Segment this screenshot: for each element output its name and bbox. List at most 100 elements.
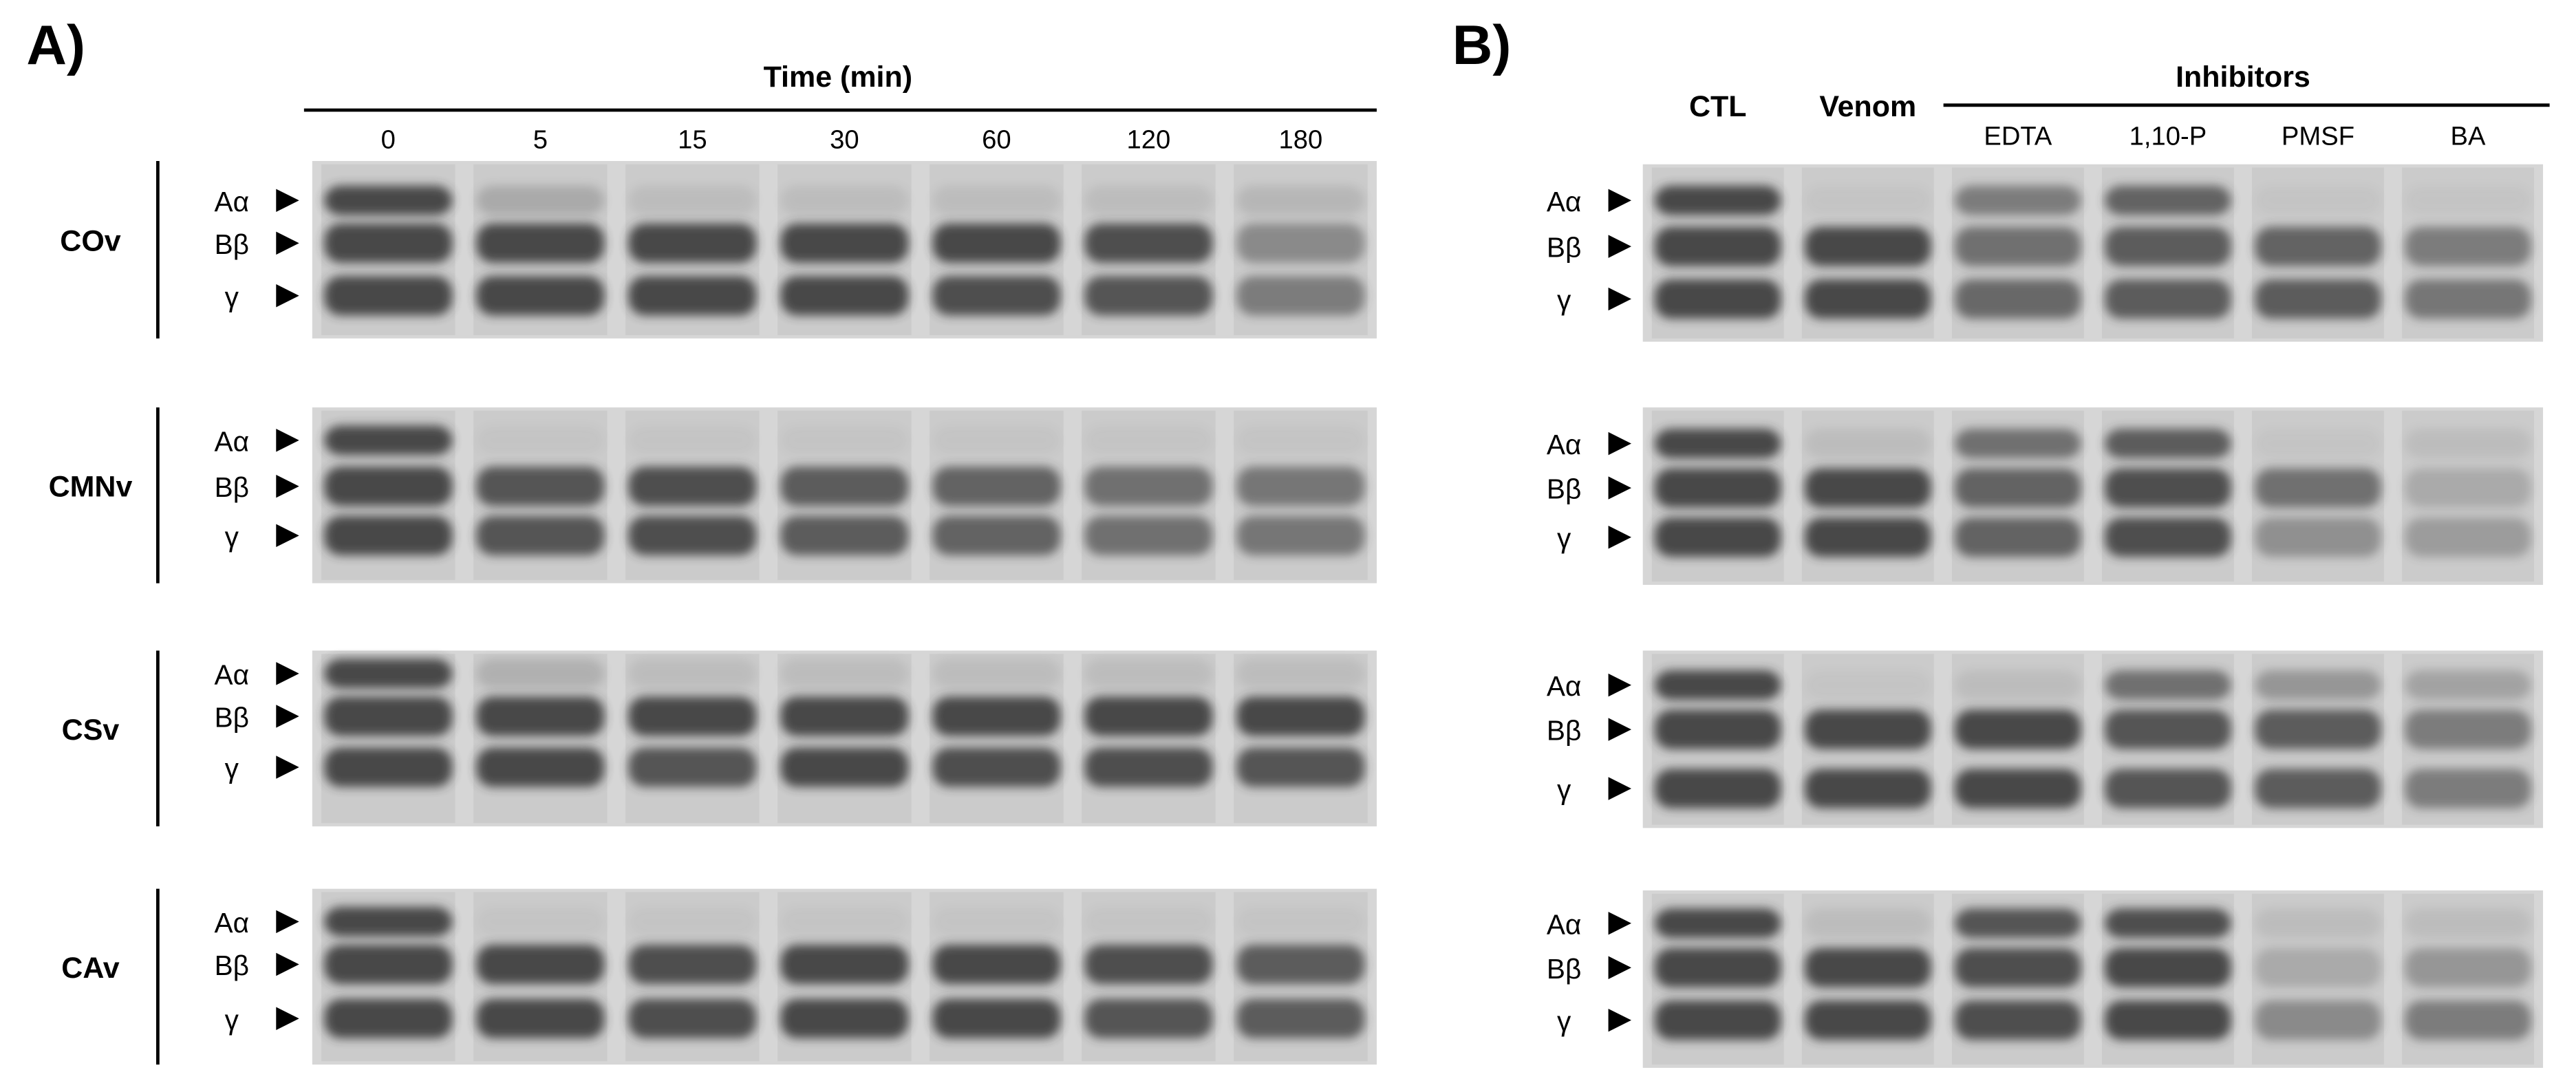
protein-band [1236, 696, 1365, 736]
protein-band [2405, 226, 2531, 266]
protein-band [1955, 670, 2081, 700]
axis-title: Time (min) [764, 61, 912, 94]
band-label: γ [1557, 522, 1571, 554]
protein-band [1655, 226, 1781, 266]
protein-band [476, 659, 605, 689]
protein-band [1955, 948, 2081, 987]
band-label: Aα [215, 186, 250, 217]
protein-band [1805, 226, 1931, 266]
protein-band [1955, 517, 2081, 557]
protein-band [2105, 185, 2231, 215]
arrow [276, 1007, 299, 1030]
protein-band [628, 659, 757, 689]
band-label: Bβ [215, 950, 249, 981]
protein-band [2255, 185, 2381, 215]
protein-band [780, 944, 909, 985]
protein-band [1805, 468, 1931, 508]
protein-band [2405, 769, 2531, 809]
group-title: Inhibitors [2176, 61, 2310, 94]
band-label: Aα [1547, 670, 1582, 702]
protein-band [2255, 279, 2381, 319]
protein-band [2255, 908, 2381, 939]
protein-band [2105, 908, 2231, 939]
protein-band [324, 185, 453, 215]
band-label: Aα [1547, 186, 1582, 217]
protein-band [932, 185, 1061, 215]
protein-band [324, 944, 453, 985]
arrow [276, 429, 299, 452]
protein-band [1236, 944, 1365, 985]
protein-band [324, 906, 453, 936]
protein-band [476, 515, 605, 555]
band-label: Aα [215, 425, 250, 457]
row-label: CMNv [49, 471, 133, 504]
lane-label: 0 [381, 125, 396, 154]
protein-band [1805, 429, 1931, 459]
protein-band [476, 998, 605, 1038]
protein-band [932, 467, 1061, 506]
protein-band [2255, 1000, 2381, 1040]
protein-band [1236, 276, 1365, 316]
protein-band [1805, 279, 1931, 319]
protein-band [1236, 425, 1365, 456]
panel-label: A) [26, 14, 85, 76]
protein-band [2405, 1000, 2531, 1040]
protein-band [1084, 906, 1213, 936]
protein-band [1084, 467, 1213, 506]
protein-band [1805, 948, 1931, 987]
protein-band [1955, 709, 2081, 749]
gel [1642, 650, 2544, 828]
protein-band [1805, 1000, 1931, 1040]
protein-band [1084, 185, 1213, 215]
protein-band [1236, 998, 1365, 1038]
protein-band [2105, 1000, 2231, 1040]
arrow [276, 952, 299, 976]
panel-label: B) [1452, 14, 1512, 76]
protein-band [932, 659, 1061, 689]
band-label: Bβ [1547, 473, 1581, 505]
lane-label: 30 [830, 125, 859, 154]
arrow [1608, 526, 1631, 549]
protein-band [628, 276, 757, 316]
protein-band [1955, 1000, 2081, 1040]
protein-band [780, 906, 909, 936]
protein-band [2105, 429, 2231, 459]
protein-band [324, 747, 453, 787]
band-label: Aα [215, 659, 250, 690]
arrow [1608, 1008, 1631, 1032]
protein-band [1655, 185, 1781, 215]
protein-band [1655, 517, 1781, 557]
protein-band [1655, 1000, 1781, 1040]
protein-band [628, 747, 757, 787]
protein-band [780, 659, 909, 689]
protein-band [1084, 276, 1213, 316]
protein-band [1084, 515, 1213, 555]
protein-band [324, 659, 453, 689]
arrow [1608, 718, 1631, 741]
protein-band [476, 906, 605, 936]
protein-band [780, 696, 909, 736]
protein-band [324, 696, 453, 736]
protein-band [628, 515, 757, 555]
protein-band [324, 467, 453, 506]
protein-band [1084, 944, 1213, 985]
protein-band [932, 747, 1061, 787]
protein-band [1236, 659, 1365, 689]
lane-label: PMSF [2282, 122, 2354, 151]
protein-band [1655, 670, 1781, 700]
protein-band [1084, 747, 1213, 787]
protein-band [2405, 185, 2531, 215]
protein-band [628, 223, 757, 264]
protein-band [2405, 429, 2531, 459]
protein-band [1955, 185, 2081, 215]
protein-band [1236, 185, 1365, 215]
band-label: Bβ [1547, 715, 1581, 747]
protein-band [1805, 185, 1931, 215]
protein-band [1805, 670, 1931, 700]
protein-band [476, 696, 605, 736]
protein-band [1655, 908, 1781, 939]
lane-label: 5 [533, 125, 548, 154]
arrow [1608, 777, 1631, 800]
protein-band [1236, 467, 1365, 506]
protein-band [1955, 226, 2081, 266]
